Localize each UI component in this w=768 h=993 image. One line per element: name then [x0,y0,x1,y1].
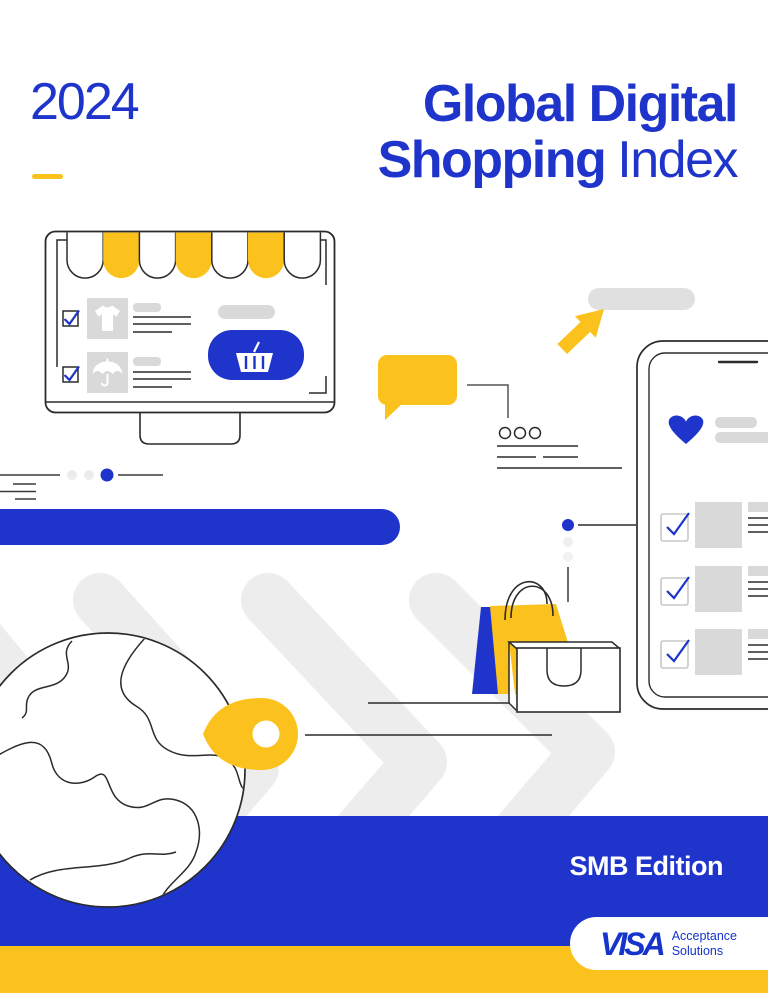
storefront-monitor-illustration [44,230,336,445]
cover-title: Global Digital Shopping Index [377,75,739,189]
product-row [62,298,191,339]
dot-connector-decoration [562,519,636,602]
visa-sub-line2: Solutions [671,943,724,958]
cover-year: 2024 [30,73,140,131]
title-line-2: Shopping Index [377,131,739,189]
package-box-icon [507,641,621,713]
tablet-checklist-illustration [636,340,768,710]
checklist-row [660,502,768,548]
globe-continent-lines [0,636,244,901]
visa-logo: VISA [600,925,666,962]
product-row [62,352,191,393]
price-placeholder-bar [218,305,275,319]
visa-sub-label: Acceptance Solutions [672,929,737,959]
heart-icon [668,415,704,444]
title-bold-text: Global Digital [422,75,739,133]
year-underline-dash [32,174,63,179]
store-awning-icon [66,232,322,279]
hover-target-pill [588,288,695,310]
progress-dots-decoration [0,468,163,500]
speech-bubble-icon [378,355,457,420]
title-line-1: Global Digital [378,75,739,133]
screen-bracket-left [56,239,67,367]
add-to-basket-button [208,330,304,380]
active-dot [100,468,114,482]
shopping-basket-icon [236,341,273,372]
checklist-row [660,629,768,675]
checkbox-checked-icon [660,577,689,606]
checkbox-checked-icon [660,513,689,542]
globe-icon [0,632,246,908]
tshirt-icon [95,305,120,331]
checklist-row [660,566,768,612]
connector-line [467,384,509,418]
umbrella-icon [92,358,123,387]
edition-label: SMB Edition [569,851,724,881]
monitor-stand [139,411,241,445]
visa-logo-pill: VISA Acceptance Solutions [570,917,768,970]
location-pin-icon [203,698,298,770]
comment-placeholder [497,426,622,469]
cursor-arrow-icon [557,309,604,354]
checkbox-checked-icon [660,640,689,669]
title-bold-text: Shopping [377,131,607,189]
title-light-text: Index [617,131,738,189]
blue-bar-decoration [0,509,400,545]
screen-bracket-right-top [320,239,327,285]
screen-bracket-right-bottom [309,376,327,394]
visa-sub-line1: Acceptance [671,928,738,943]
